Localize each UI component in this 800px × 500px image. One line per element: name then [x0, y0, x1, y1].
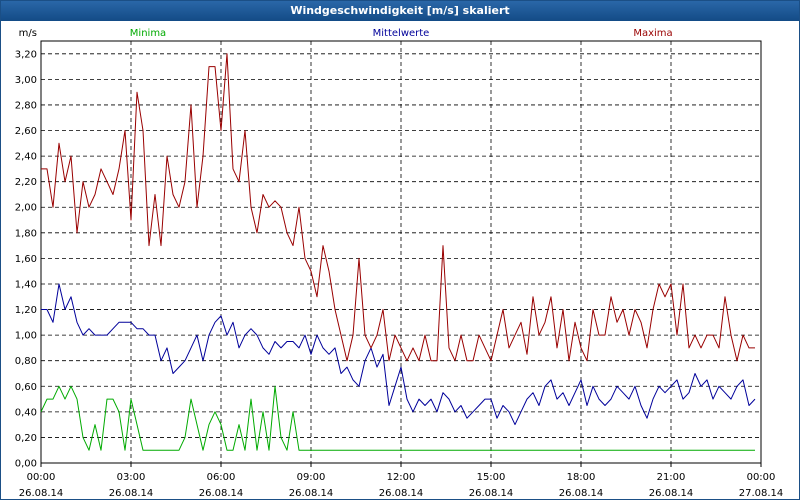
legend-entry-maxima: Maxima	[633, 28, 672, 39]
y-tick-label: 2,60	[15, 126, 37, 137]
y-tick-label: 0,20	[15, 433, 37, 444]
chart-title: Windgeschwindigkeit [m/s] skaliert	[290, 4, 510, 17]
x-tick-date-label: 26.08.14	[379, 488, 424, 499]
x-tick-time-label: 21:00	[657, 472, 686, 483]
axis-layer: 0,00 0,20 0,40 0,60 0,80 1,00 1,20 1,40 1,60 1,80…	[15, 28, 784, 499]
x-tick-date-label: 26.08.14	[109, 488, 154, 499]
x-tick-time-label: 00:00	[747, 472, 776, 483]
x-tick-date-label: 26.08.14	[289, 488, 334, 499]
y-tick-label: 3,00	[15, 75, 37, 86]
y-tick-label: 2,20	[15, 177, 37, 188]
x-tick-time-label: 15:00	[477, 472, 506, 483]
series-line-minima	[40, 385, 755, 451]
y-tick-label: 0,00	[15, 459, 37, 470]
x-tick-time-label: 18:00	[567, 472, 596, 483]
y-axis-label: m/s	[19, 28, 37, 39]
y-tick-label: 2,00	[15, 203, 37, 214]
y-tick-label: 0,80	[15, 356, 37, 367]
y-tick-label: 0,60	[15, 382, 37, 393]
title-bar: Windgeschwindigkeit [m/s] skaliert	[1, 1, 799, 21]
x-tick-time-label: 12:00	[387, 472, 416, 483]
chart-plot: 0,00 0,20 0,40 0,60 0,80 1,00 1,20 1,40 1,60 1,80…	[15, 28, 784, 499]
y-tick-label: 1,20	[15, 305, 37, 316]
y-tick-label: 2,40	[15, 152, 37, 163]
legend: Minima Mittelwerte Maxima	[130, 28, 673, 39]
y-tick-label: 1,60	[15, 254, 37, 265]
x-tick-date-label: 26.08.14	[199, 488, 244, 499]
x-tick-date-label: 26.08.14	[559, 488, 604, 499]
y-tick-label: 1,40	[15, 279, 37, 290]
y-tick-label: 2,80	[15, 100, 37, 111]
x-tick-time-label: 06:00	[207, 472, 236, 483]
y-tick-label: 1,80	[15, 228, 37, 239]
legend-entry-mittelwerte: Mittelwerte	[373, 28, 430, 39]
y-tick-label: 0,40	[15, 407, 37, 418]
legend-entry-minima: Minima	[130, 28, 166, 39]
grid-layer	[41, 41, 761, 464]
x-tick-date-label: 27.08.14	[739, 488, 784, 499]
series-layer	[40, 53, 756, 451]
x-tick-date-label: 26.08.14	[19, 488, 64, 499]
x-tick-time-label: 00:00	[27, 472, 56, 483]
x-tick-date-label: 26.08.14	[469, 488, 514, 499]
x-tick-time-label: 03:00	[117, 472, 146, 483]
y-tick-label: 3,20	[15, 49, 37, 60]
y-tick-label: 1,00	[15, 331, 37, 342]
x-tick-date-label: 26.08.14	[649, 488, 694, 499]
series-line-maxima	[41, 53, 755, 362]
series-line-mittelwerte	[41, 283, 756, 426]
x-tick-time-label: 09:00	[297, 472, 326, 483]
